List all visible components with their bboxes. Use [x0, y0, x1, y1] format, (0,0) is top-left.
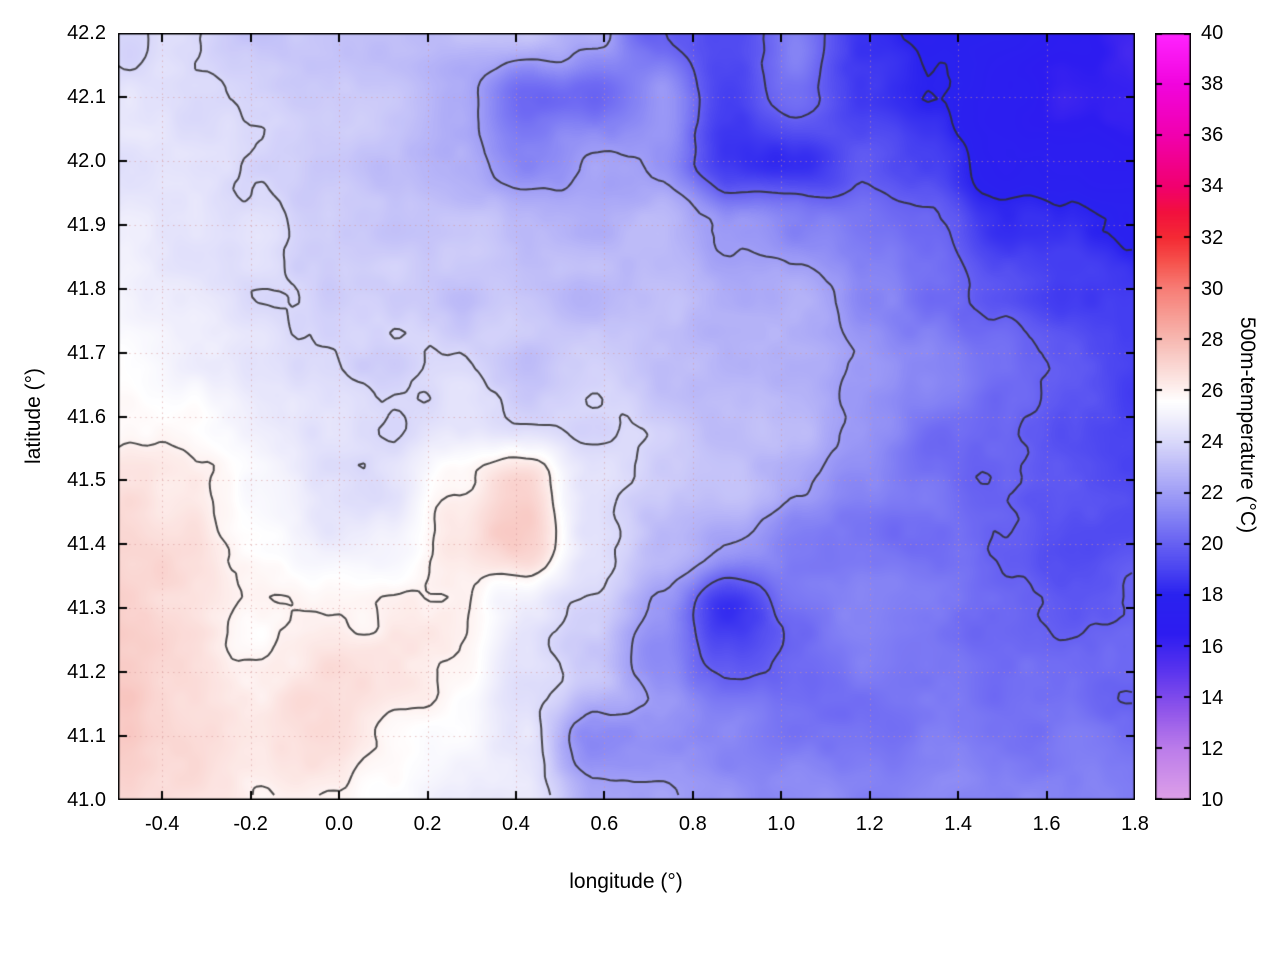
colorbar-tick-label-10: 10	[1201, 789, 1224, 811]
y-tick-label-42.2: 42.2	[67, 22, 106, 44]
colorbar-tick-label-30: 30	[1201, 277, 1224, 300]
x-tick-label-1.6: 1.6	[1032, 813, 1061, 835]
x-tick-label-0.8: 0.8	[678, 813, 707, 835]
colorbar-tick-label-34: 34	[1201, 175, 1224, 198]
x-tick-label-0.4: 0.4	[502, 813, 530, 835]
heatmap-canvas	[118, 33, 1135, 800]
x-tick-label--0.4: -0.4	[144, 813, 180, 835]
x-tick-label-0.2: 0.2	[413, 813, 442, 835]
x-tick-label-0.0: 0.0	[325, 813, 353, 835]
colorbar-tick-label-26: 26	[1201, 379, 1224, 402]
y-tick-label-41.8: 41.8	[67, 277, 106, 300]
y-tick-label-42.0: 42.0	[67, 149, 106, 172]
colorbar-canvas	[1155, 33, 1191, 800]
x-tick-label-1.2: 1.2	[855, 813, 884, 835]
y-tick-label-41.5: 41.5	[67, 469, 106, 492]
y-tick-label-41.2: 41.2	[67, 661, 106, 684]
y-axis-label: latitude (°)	[22, 368, 45, 464]
y-tick-label-41.0: 41.0	[67, 789, 106, 811]
y-tick-label-41.4: 41.4	[67, 533, 106, 556]
x-tick-label-0.6: 0.6	[590, 813, 619, 835]
colorbar-tick-label-14: 14	[1201, 686, 1224, 709]
colorbar-tick-label-38: 38	[1201, 73, 1224, 96]
x-tick-label-1.0: 1.0	[767, 813, 796, 835]
y-tick-label-41.3: 41.3	[67, 597, 106, 620]
colorbar-tick-label-20: 20	[1201, 533, 1224, 556]
x-tick-label-1.8: 1.8	[1121, 813, 1149, 835]
y-tick-label-41.7: 41.7	[67, 341, 106, 364]
x-tick-label-1.4: 1.4	[944, 813, 973, 835]
colorbar-tick-label-28: 28	[1201, 328, 1224, 351]
colorbar-tick-label-16: 16	[1201, 635, 1224, 658]
y-tick-label-42.1: 42.1	[67, 85, 106, 108]
colorbar-tick-label-24: 24	[1201, 431, 1224, 454]
colorbar-label: 500m-temperature (°C)	[1236, 316, 1259, 534]
colorbar-tick-label-22: 22	[1201, 482, 1224, 505]
y-tick-label-41.1: 41.1	[67, 725, 106, 748]
colorbar-tick-label-40: 40	[1201, 22, 1224, 44]
y-tick-label-41.6: 41.6	[67, 405, 106, 428]
colorbar-tick-label-18: 18	[1201, 584, 1224, 607]
y-tick-label-41.9: 41.9	[67, 213, 106, 236]
colorbar-tick-label-32: 32	[1201, 226, 1224, 249]
colorbar-tick-label-12: 12	[1201, 737, 1224, 760]
colorbar-tick-label-36: 36	[1201, 124, 1224, 147]
x-axis-label: longitude (°)	[569, 870, 683, 893]
x-tick-label--0.2: -0.2	[233, 813, 268, 835]
